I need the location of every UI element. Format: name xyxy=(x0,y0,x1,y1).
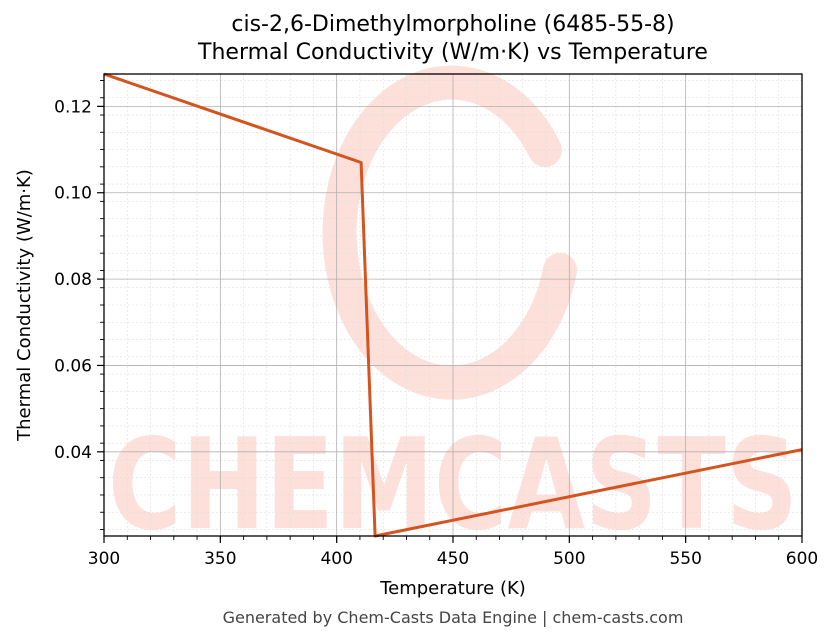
watermark-swirl xyxy=(322,65,577,400)
series-layer xyxy=(103,72,803,538)
y-tick-label: 0.10 xyxy=(54,184,92,204)
y-tick-label: 0.12 xyxy=(54,97,92,117)
chart-title: cis-2,6-Dimethylmorpholine (6485-55-8) xyxy=(231,12,675,37)
x-tick-label: 600 xyxy=(786,549,818,569)
y-axis-label: Thermal Conductivity (W/m·K) xyxy=(14,169,35,442)
chart-subtitle: Thermal Conductivity (W/m·K) vs Temperat… xyxy=(198,40,708,65)
tick-marks xyxy=(97,80,803,543)
x-tick-label: 300 xyxy=(88,549,120,569)
y-tick-labels: 0.04 0.06 0.08 0.10 0.12 xyxy=(54,97,92,462)
x-tick-label: 500 xyxy=(553,549,585,569)
footer-credit: Generated by Chem-Casts Data Engine | ch… xyxy=(222,608,684,627)
x-tick-label: 350 xyxy=(204,549,236,569)
series-line xyxy=(103,72,803,538)
x-axis-label: Temperature (K) xyxy=(379,578,526,599)
y-tick-label: 0.08 xyxy=(54,270,92,290)
y-tick-label: 0.06 xyxy=(54,356,92,376)
y-tick-label: 0.04 xyxy=(54,443,92,463)
x-tick-labels: 300 350 400 450 500 550 600 xyxy=(88,549,818,569)
x-tick-label: 400 xyxy=(320,549,352,569)
x-tick-label: 450 xyxy=(437,549,469,569)
x-tick-label: 550 xyxy=(669,549,701,569)
